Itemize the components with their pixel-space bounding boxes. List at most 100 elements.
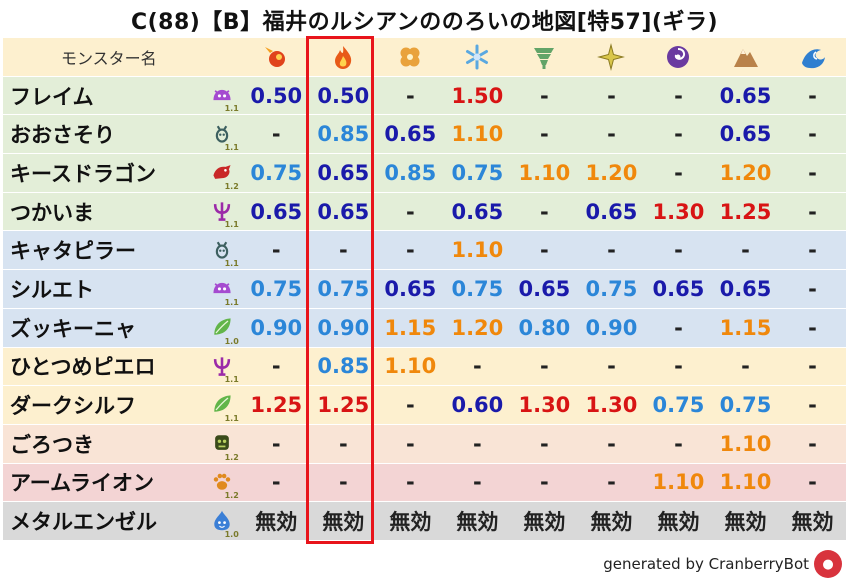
purple-slime-icon (210, 276, 234, 300)
resistance-value: - (607, 238, 616, 263)
insect-icon (210, 237, 234, 261)
resistance-value: - (741, 238, 750, 263)
resistance-value: - (808, 315, 817, 340)
resistance-value: - (405, 238, 415, 263)
resistance-value: - (674, 83, 683, 108)
resistance-value: - (607, 83, 616, 108)
insect-icon (210, 121, 234, 145)
monster-name: アームライオン (10, 471, 155, 496)
monster-name: ひとつめピエロ (10, 355, 156, 380)
resistance-value: 0.75 (719, 393, 772, 418)
resistance-value: - (540, 470, 549, 495)
resistance-value: - (674, 238, 683, 263)
table-row: つかいま 1.1 0.65 0.65 - 0.65 - 0.65 1.30 1.25 - (3, 192, 846, 232)
monster-name: ズッキーニャ (10, 316, 136, 341)
resistance-value: 0.75 (317, 276, 370, 301)
table-row: キャタピラー 1.1 - - - 1.10 - - - - - (3, 231, 846, 271)
resistance-value: 無効 (523, 510, 566, 535)
resistance-value: - (808, 276, 817, 301)
resistance-value: - (808, 122, 817, 147)
monster-name-header: モンスター名 (61, 48, 157, 68)
resistance-value: 1.30 (652, 199, 705, 224)
monster-name: フレイム (10, 84, 94, 109)
monster-name-cell: ごろつき 1.2 (3, 425, 243, 463)
monster-name-cell: ひとつめピエロ 1.1 (3, 348, 243, 386)
resistance-value: 1.10 (719, 431, 772, 456)
monster-name-cell: シルエト 1.1 (3, 270, 243, 308)
resistance-value: 無効 (456, 510, 499, 535)
table-row: キースドラゴン 1.2 0.75 0.65 0.85 0.75 1.10 1.20 - 1.20 - (3, 154, 846, 193)
resistance-value: - (674, 315, 683, 340)
table-row: ごろつき 1.2 - - - - - - - 1.10 - (3, 424, 846, 464)
resistance-value: - (540, 83, 549, 108)
resistance-value: 無効 (322, 510, 365, 535)
monster-name-cell: フレイム 1.1 (3, 77, 243, 115)
resistance-value: - (808, 470, 817, 495)
resistance-value: 0.65 (719, 83, 772, 108)
resistance-value: 0.65 (250, 199, 303, 224)
resistance-value: 1.20 (719, 160, 772, 185)
monster-name: キャタピラー (10, 239, 136, 264)
monster-name: おおさそり (10, 123, 115, 148)
resistance-value: 無効 (791, 510, 834, 535)
resistance-value: - (808, 238, 817, 263)
resistance-value: - (405, 83, 415, 108)
resistance-value: - (405, 470, 415, 495)
resistance-value: 0.65 (384, 122, 437, 147)
cranberry-bot-icon: ● (814, 550, 842, 578)
resistance-value: - (271, 431, 281, 456)
monster-name: ダークシルフ (10, 394, 136, 419)
snowflake-icon (463, 43, 491, 71)
resistance-value: 1.25 (719, 199, 772, 224)
resistance-value: - (674, 160, 683, 185)
resistance-value: - (405, 431, 415, 456)
purple-slime-icon (210, 83, 234, 107)
monster-name-cell: キャタピラー 1.1 (3, 231, 243, 269)
resistance-value: 無効 (657, 510, 700, 535)
resistance-value: 無効 (724, 510, 767, 535)
resistance-value: 1.15 (719, 315, 772, 340)
resistance-value: - (808, 160, 817, 185)
resistance-value: - (607, 431, 616, 456)
resistance-value: 0.65 (451, 199, 504, 224)
resistance-value: - (473, 470, 482, 495)
resistance-value: 無効 (255, 510, 298, 535)
resistance-value: 0.75 (250, 160, 303, 185)
resistance-value: - (540, 354, 549, 379)
resistance-value: 0.90 (585, 315, 638, 340)
leaf-icon (210, 315, 234, 339)
resistance-value: - (338, 238, 348, 263)
monster-level: 1.1 (224, 143, 239, 153)
resistance-value: 0.75 (652, 393, 705, 418)
resistance-value: - (271, 238, 281, 263)
monster-name-cell: メタルエンゼル 1.0 (3, 502, 243, 540)
monster-name: シルエト (10, 277, 94, 302)
resistance-value: 0.75 (451, 276, 504, 301)
resistance-value: 1.20 (585, 160, 638, 185)
leaf-icon (210, 392, 234, 416)
element-header-3 (444, 38, 511, 76)
resistance-value: 0.65 (317, 160, 370, 185)
monster-name-cell: ダークシルフ 1.1 (3, 386, 243, 424)
resistance-value: 1.30 (518, 393, 571, 418)
resistance-value: - (405, 199, 415, 224)
resistance-value: 0.80 (518, 315, 571, 340)
monster-name: キースドラゴン (10, 161, 156, 186)
monster-name-cell: キースドラゴン 1.2 (3, 154, 243, 192)
resistance-value: - (338, 431, 348, 456)
resistance-value: - (808, 199, 817, 224)
monster-level: 1.1 (224, 413, 239, 423)
monster-level: 1.1 (224, 375, 239, 385)
resistance-value: 0.75 (585, 276, 638, 301)
demon-icon (210, 199, 234, 223)
monster-name: メタルエンゼル (10, 510, 157, 535)
footer-credit: generated by CranberryBot (603, 555, 809, 573)
resistance-value: 0.75 (451, 160, 504, 185)
flame-icon (329, 43, 357, 71)
resistance-value: 1.30 (585, 393, 638, 418)
table-row: ダークシルフ 1.1 1.25 1.25 - 0.60 1.30 1.30 0.75 0.75 - (3, 386, 846, 425)
element-header-2 (377, 38, 444, 76)
resistance-value: 0.90 (250, 315, 303, 340)
resistance-value: 無効 (590, 510, 633, 535)
resistance-value: 0.75 (250, 276, 303, 301)
